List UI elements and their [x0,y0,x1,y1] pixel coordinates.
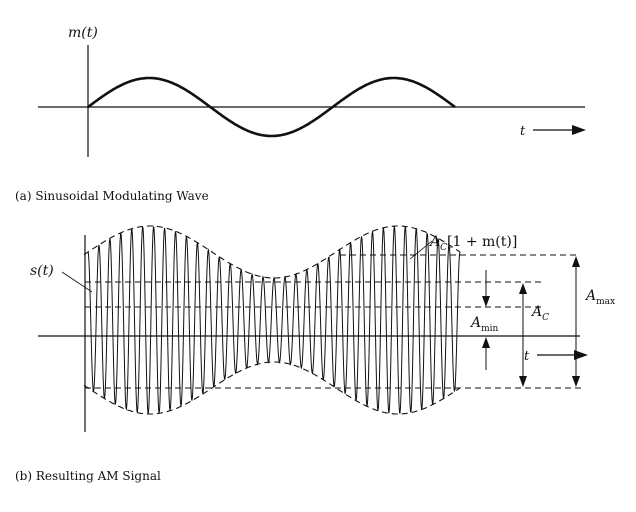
panel-a: m(t) t (a) Sinusoidal Modulating Wave [15,25,586,203]
am-carrier-signal [87,225,461,414]
modulating-signal-label: m(t) [68,25,98,41]
upper-envelope [83,225,461,279]
a-min-dimension [482,270,490,370]
a-max-dimension [572,256,580,387]
modulating-sine-wave [87,76,456,138]
panel-b-time-arrow [537,350,588,360]
envelope-label-leader [409,240,433,260]
am-signal-label: s(t) [30,263,54,279]
lower-envelope [83,361,461,415]
envelope-label: AC[1 + m(t)] [428,234,517,253]
a-min-label: Amin [469,315,499,334]
panel-b-time-label: t [524,349,530,364]
panel-a-time-arrow [533,125,586,135]
a-c-label: AC [530,304,549,323]
a-max-label: Amax [584,288,615,307]
panel-b-caption: (b) Resulting AM Signal [15,469,161,483]
panel-b: s(t) AC[1 + m(t)] Amax AC [15,225,615,483]
a-c-dimension [519,283,527,387]
panel-a-time-label: t [520,124,526,139]
panel-a-caption: (a) Sinusoidal Modulating Wave [15,189,209,203]
am-signal-leader [61,271,93,293]
